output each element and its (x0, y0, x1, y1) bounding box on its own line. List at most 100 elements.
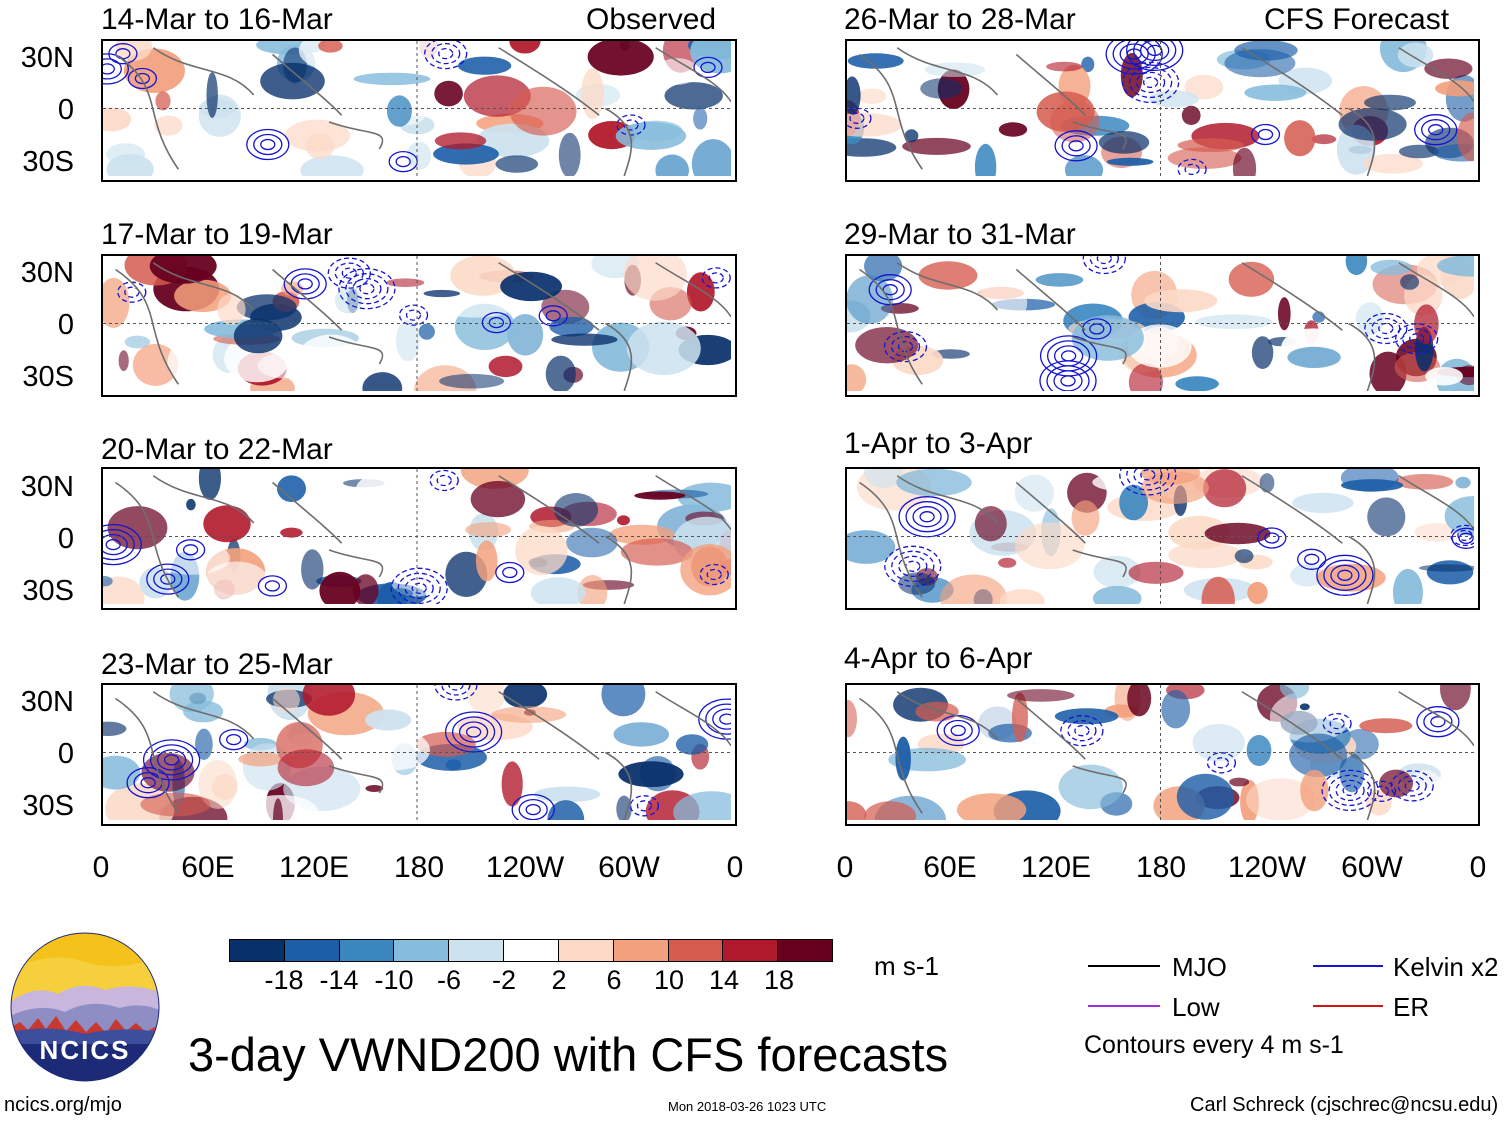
anomaly-shade (503, 685, 548, 709)
kelvin-contour (1121, 61, 1180, 104)
x-label-0: 0 (836, 851, 854, 884)
coastline (328, 765, 384, 794)
anomaly-shade (445, 759, 462, 771)
anomaly-shade (1259, 473, 1275, 493)
anomaly-shade (1071, 315, 1144, 361)
coastline (1398, 475, 1474, 531)
anomaly-shade (1201, 576, 1235, 604)
kelvin-contour (1133, 469, 1163, 486)
kelvin-contour (124, 286, 140, 298)
kelvin-contour (1142, 76, 1159, 89)
anomaly-shade (551, 333, 618, 346)
coastline (655, 475, 731, 531)
anomaly-shade (1036, 91, 1095, 132)
anomaly-shade (204, 561, 269, 601)
anomaly-shade (103, 576, 145, 604)
x-label-60w: 60W (598, 851, 660, 884)
kelvin-contour (875, 279, 905, 301)
coastline (1398, 47, 1474, 103)
kelvin-contour (1082, 256, 1126, 275)
kelvin-contour (898, 555, 928, 577)
anomaly-shade (1338, 107, 1407, 141)
kelvin-contour (1264, 532, 1280, 544)
kelvin-contour (1330, 564, 1360, 586)
y-label-eq: 0 (57, 523, 74, 555)
kelvin-contour (451, 716, 496, 748)
kelvin-contour (458, 721, 489, 743)
wind-field (103, 685, 731, 820)
anomaly-shade (465, 522, 512, 538)
colorbar-tick: 18 (763, 965, 795, 995)
anomaly-shade (386, 278, 425, 287)
anomaly-shade (1246, 735, 1272, 766)
anomaly-shade (553, 493, 599, 527)
kelvin-contour (146, 563, 190, 595)
anomaly-shade (613, 722, 670, 747)
kelvin-contour (1371, 317, 1401, 340)
anomaly-shade (135, 715, 173, 743)
map-panel-left-2 (101, 254, 737, 397)
anomaly-shade (924, 62, 986, 77)
kelvin-contour (264, 580, 281, 592)
anomaly-shade (847, 364, 867, 391)
kelvin-contour (1257, 128, 1274, 141)
coastline (1015, 697, 1086, 760)
kelvin-contour (444, 711, 503, 753)
kelvin-contour (1089, 323, 1105, 335)
kelvin-contour (1074, 725, 1090, 737)
anomaly-shade (203, 505, 251, 543)
kelvin-contour (1297, 548, 1327, 570)
anomaly-shade (423, 289, 461, 298)
anomaly-shade (509, 86, 577, 136)
kelvin-contour (448, 685, 464, 691)
kelvin-contour (1126, 41, 1184, 72)
kelvin-contour (950, 724, 966, 737)
anomaly-shade (1425, 367, 1463, 386)
kelvin-contour (1430, 716, 1446, 728)
coastline (272, 53, 343, 116)
anomaly-shade (864, 469, 903, 489)
anomaly-shade (1168, 542, 1243, 569)
kelvin-contour (1316, 554, 1374, 596)
anomaly-shade (1287, 346, 1341, 368)
anomaly-shade (693, 107, 708, 130)
anomaly-shade (1299, 703, 1310, 711)
footer-url[interactable]: ncics.org/mjo (4, 1094, 122, 1116)
anomaly-shade (587, 41, 654, 76)
anomaly-shade (1128, 363, 1163, 391)
kelvin-contour (436, 474, 452, 487)
kelvin-contour (1096, 256, 1112, 265)
anomaly-shade (488, 355, 523, 378)
anomaly-shade (277, 749, 335, 787)
anomaly-shade (433, 143, 499, 165)
coastline (115, 268, 180, 385)
anomaly-shade (1251, 336, 1274, 369)
kelvin-contour (890, 335, 921, 358)
kelvin-contour (341, 267, 357, 279)
map-panel-left-3 (101, 467, 737, 610)
kelvin-contour (1082, 318, 1112, 340)
kelvin-contour (1458, 532, 1474, 544)
coastline (859, 53, 923, 170)
anomaly-shade (562, 687, 594, 707)
coastline (152, 47, 255, 96)
anomaly-shade (1247, 581, 1268, 604)
kelvin-contour (912, 506, 942, 528)
kelvin-contour (103, 523, 142, 566)
anomaly-shade (195, 728, 213, 760)
anomaly-shade (902, 137, 971, 155)
kelvin-contour (431, 42, 461, 65)
anomaly-shade (976, 280, 1028, 326)
anomaly-shade (298, 41, 374, 71)
coastline (1398, 262, 1474, 318)
anomaly-shade (319, 571, 361, 604)
x-label-60e: 60E (923, 851, 977, 884)
kelvin-contour (345, 273, 389, 305)
anomaly-shade (621, 554, 697, 601)
kelvin-contour (882, 284, 898, 296)
coastline (498, 47, 600, 116)
coastline (328, 121, 384, 150)
anomaly-shade (198, 759, 238, 809)
anomaly-shade (1128, 561, 1184, 584)
colorbar-swatch (557, 940, 613, 961)
